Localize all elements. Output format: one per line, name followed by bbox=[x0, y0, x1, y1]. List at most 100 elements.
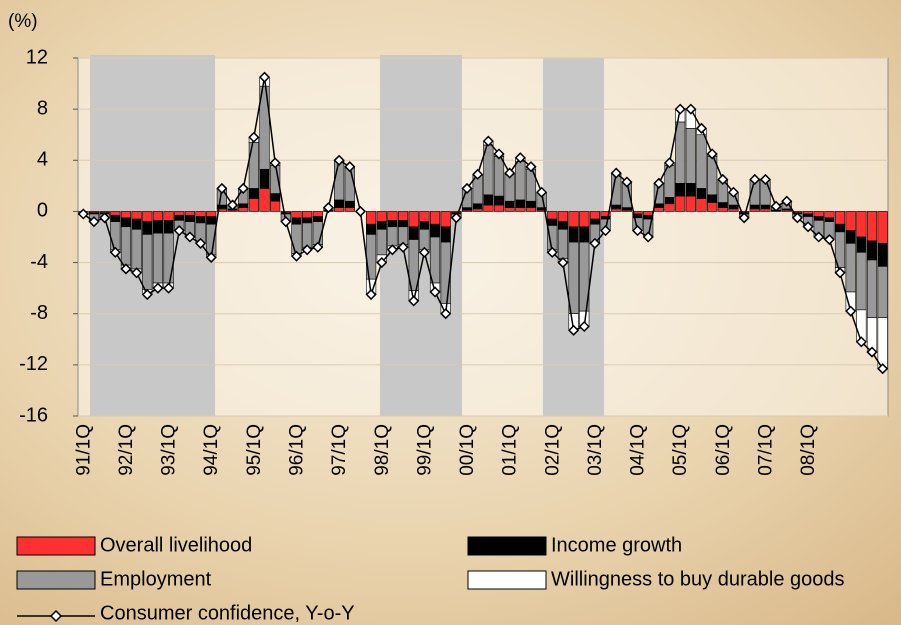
x-tick-label: 05/1Q bbox=[670, 424, 691, 476]
line-marker bbox=[642, 231, 654, 243]
bar-segment bbox=[291, 211, 302, 219]
bar-segment bbox=[568, 211, 579, 228]
bar-segment bbox=[845, 230, 856, 244]
bar-segment bbox=[877, 211, 888, 244]
legend-item: Willingness to buy durable goods bbox=[467, 568, 845, 590]
bar-segment bbox=[589, 211, 601, 220]
bar-segment bbox=[525, 207, 537, 212]
line-marker bbox=[120, 263, 132, 275]
bar-segment bbox=[120, 226, 132, 266]
y-unit: (%) bbox=[8, 11, 38, 32]
line-marker bbox=[376, 257, 388, 269]
bar-segment bbox=[291, 223, 302, 254]
bar-segment bbox=[419, 229, 430, 251]
line-marker bbox=[674, 103, 686, 115]
bar-segment bbox=[429, 223, 441, 238]
bar-segment bbox=[760, 208, 771, 212]
bar-segment bbox=[131, 211, 142, 220]
legend-label: Consumer confidence, Y-o-Y bbox=[100, 602, 355, 624]
line-marker bbox=[600, 225, 612, 237]
line-marker bbox=[184, 231, 196, 243]
line-marker bbox=[269, 157, 281, 169]
y-tick-label: -12 bbox=[19, 353, 48, 375]
bar-segment bbox=[813, 211, 824, 217]
bar-segment bbox=[621, 207, 632, 211]
y-tick-label: 12 bbox=[26, 46, 48, 68]
bar-segment bbox=[845, 211, 856, 231]
line-marker bbox=[877, 363, 889, 375]
bar-segment bbox=[461, 207, 473, 211]
bar-segment bbox=[653, 203, 664, 208]
legend-item: Consumer confidence, Y-o-Y bbox=[17, 602, 355, 624]
bar-segment bbox=[664, 203, 675, 212]
bar-segment bbox=[856, 211, 867, 238]
line-marker bbox=[610, 167, 622, 179]
bar-segment bbox=[749, 208, 760, 212]
bar-segment bbox=[834, 211, 846, 225]
bar-segment bbox=[419, 221, 430, 230]
bar-segment bbox=[675, 183, 686, 197]
x-tick-label: 03/1Q bbox=[585, 424, 606, 476]
bar-segment bbox=[365, 223, 377, 235]
bar-segment bbox=[440, 226, 451, 243]
bar-segment bbox=[387, 226, 398, 247]
bar-segment bbox=[110, 211, 121, 216]
bar-segment bbox=[824, 211, 835, 219]
x-tick-label: 08/1Q bbox=[798, 424, 819, 476]
bar-segment bbox=[802, 211, 814, 215]
bar-segment bbox=[568, 241, 579, 315]
bar-segment bbox=[152, 211, 164, 221]
y-tick-label: -16 bbox=[19, 404, 48, 426]
x-tick-label: 91/1Q bbox=[73, 424, 94, 476]
bar-segment bbox=[696, 134, 707, 189]
line-marker bbox=[653, 177, 665, 189]
bar-segment bbox=[206, 211, 217, 217]
bar-segment bbox=[824, 217, 835, 222]
bar-segment bbox=[429, 236, 441, 284]
bar-segment bbox=[195, 211, 206, 217]
bar-segment bbox=[472, 208, 483, 212]
line-marker bbox=[131, 267, 143, 279]
bar-segment bbox=[120, 217, 132, 228]
line-marker bbox=[141, 288, 153, 301]
bar-segment bbox=[110, 214, 121, 222]
line-marker bbox=[482, 135, 494, 147]
line-marker bbox=[695, 122, 708, 134]
bar-segment bbox=[142, 211, 153, 222]
bar-segment bbox=[611, 204, 622, 210]
bar-segment bbox=[483, 204, 494, 212]
legend-label: Employment bbox=[100, 568, 212, 590]
line-marker bbox=[685, 103, 697, 115]
bar-segment bbox=[184, 211, 196, 216]
line-marker bbox=[152, 282, 164, 294]
bar-segment bbox=[675, 195, 686, 212]
line-marker bbox=[226, 199, 239, 211]
line-marker bbox=[344, 161, 356, 173]
bar-segment bbox=[568, 226, 579, 243]
bar-segment bbox=[238, 203, 249, 208]
bar-segment bbox=[344, 207, 355, 212]
bar-segment bbox=[877, 266, 888, 318]
line-marker bbox=[631, 225, 644, 237]
line-marker bbox=[237, 182, 249, 194]
bar-segment bbox=[120, 211, 132, 219]
legend-label: Income growth bbox=[551, 534, 682, 556]
line-marker bbox=[301, 244, 313, 256]
bar-segment bbox=[866, 259, 878, 318]
bar-segment bbox=[685, 128, 696, 184]
line-marker bbox=[173, 225, 185, 237]
bar-segment bbox=[802, 213, 814, 217]
bar-segment bbox=[440, 241, 451, 304]
x-tick-label: 99/1Q bbox=[414, 424, 435, 476]
line-marker bbox=[568, 324, 580, 336]
bar-segment bbox=[728, 204, 739, 210]
bar-segment bbox=[408, 211, 419, 228]
bar-segment bbox=[163, 211, 174, 221]
line-marker bbox=[834, 267, 846, 279]
bar-segment bbox=[387, 211, 398, 221]
bar-segment bbox=[579, 211, 590, 228]
x-tick-label: 02/1Q bbox=[542, 424, 563, 476]
legend-label: Overall livelihood bbox=[100, 534, 252, 556]
bar-segment bbox=[557, 229, 569, 260]
line-marker bbox=[418, 246, 430, 258]
